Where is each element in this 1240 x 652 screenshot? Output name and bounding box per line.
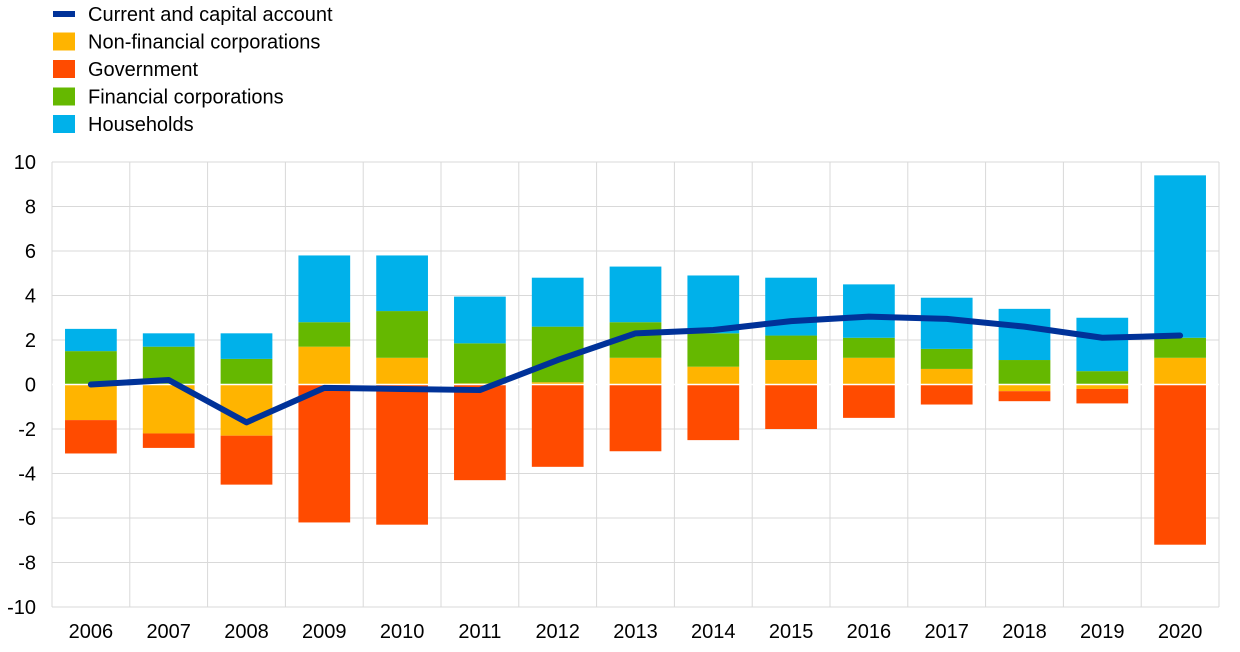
legend-label: Households xyxy=(88,114,194,136)
legend-label: Government xyxy=(88,59,198,81)
bar-government-2008 xyxy=(220,435,273,485)
bar-non-financial-corporations-2010 xyxy=(376,357,428,385)
bar-households-2013 xyxy=(609,266,662,323)
x-tick-label: 2017 xyxy=(924,621,969,643)
x-tick-label: 2006 xyxy=(69,621,114,643)
bar-households-2008 xyxy=(220,333,273,359)
bar-government-2006 xyxy=(65,420,117,454)
y-tick-label: 6 xyxy=(25,241,36,263)
bar-financial-corporations-2009 xyxy=(298,322,351,347)
bar-non-financial-corporations-2020 xyxy=(1154,357,1206,385)
bar-government-2014 xyxy=(687,384,740,441)
bar-government-2017 xyxy=(920,384,973,405)
line-current-and-capital-account xyxy=(87,313,1184,426)
bar-government-2018 xyxy=(998,391,1051,402)
bar-households-2010 xyxy=(376,255,428,312)
y-tick-label: -10 xyxy=(7,597,36,619)
x-tick-label: 2011 xyxy=(458,621,501,643)
x-tick-label: 2018 xyxy=(1002,621,1047,643)
bar-households-2018 xyxy=(998,308,1051,361)
legend: Current and capital account Non-financial… xyxy=(53,4,333,136)
bar-government-2007 xyxy=(142,433,195,448)
x-tick-label: 2015 xyxy=(769,621,814,643)
bar-government-2013 xyxy=(609,384,662,452)
bars xyxy=(52,175,1219,545)
x-tick-label: 2019 xyxy=(1080,621,1125,643)
bar-government-2009 xyxy=(298,384,351,523)
bar-non-financial-corporations-2009 xyxy=(298,346,351,385)
bar-households-2014 xyxy=(687,275,740,334)
legend-swatch xyxy=(53,87,75,106)
bar-government-2015 xyxy=(765,384,817,429)
bar-households-2015 xyxy=(765,277,817,336)
y-tick-label: 0 xyxy=(25,375,36,397)
x-tick-label: 2007 xyxy=(146,621,191,643)
bar-financial-corporations-2019 xyxy=(1076,371,1129,385)
bar-government-2016 xyxy=(843,384,895,418)
bar-financial-corporations-2011 xyxy=(454,343,506,384)
bar-non-financial-corporations-2015 xyxy=(765,360,817,385)
bar-non-financial-corporations-2013 xyxy=(609,357,662,385)
bar-financial-corporations-2014 xyxy=(687,333,740,367)
x-tick-label: 2010 xyxy=(380,621,425,643)
bar-households-2012 xyxy=(531,277,584,327)
bar-non-financial-corporations-2016 xyxy=(843,357,895,385)
legend-swatch xyxy=(53,32,75,51)
x-tick-label: 2016 xyxy=(847,621,892,643)
legend-label: Financial corporations xyxy=(88,87,284,109)
bar-government-2020 xyxy=(1154,384,1206,545)
bar-households-2019 xyxy=(1076,317,1129,372)
legend-swatch xyxy=(53,60,75,78)
bar-households-2007 xyxy=(142,333,195,347)
legend-label: Non-financial corporations xyxy=(88,32,320,54)
bar-government-2012 xyxy=(531,384,584,467)
bar-financial-corporations-2017 xyxy=(920,348,973,369)
bar-non-financial-corporations-2012 xyxy=(531,382,584,385)
bar-non-financial-corporations-2019 xyxy=(1076,384,1129,389)
y-tick-label: -6 xyxy=(18,508,36,530)
x-tick-label: 2009 xyxy=(302,621,347,643)
bar-financial-corporations-2018 xyxy=(998,360,1051,385)
y-tick-label: 2 xyxy=(25,330,36,352)
bar-households-2020 xyxy=(1154,175,1206,338)
x-tick-label: 2013 xyxy=(613,621,658,643)
bar-government-2010 xyxy=(376,384,428,525)
x-tick-label: 2020 xyxy=(1158,621,1203,643)
y-tick-label: 8 xyxy=(25,197,36,219)
bar-non-financial-corporations-2014 xyxy=(687,366,740,385)
legend-swatch-line xyxy=(53,11,75,17)
legend-swatch xyxy=(53,115,75,133)
bar-households-2011 xyxy=(454,296,506,344)
bar-financial-corporations-2008 xyxy=(220,358,273,385)
x-tick-label: 2014 xyxy=(691,621,736,643)
bar-non-financial-corporations-2018 xyxy=(998,384,1051,392)
line-series xyxy=(87,313,1184,426)
bar-non-financial-corporations-2006 xyxy=(65,384,117,421)
bar-government-2011 xyxy=(454,384,506,481)
bar-non-financial-corporations-2017 xyxy=(920,368,973,385)
bar-households-2016 xyxy=(843,284,895,338)
legend-label: Current and capital account xyxy=(88,4,333,26)
bar-households-2006 xyxy=(65,328,117,352)
bar-financial-corporations-2006 xyxy=(65,351,117,385)
x-tick-label: 2012 xyxy=(535,621,580,643)
y-tick-label: -2 xyxy=(18,419,36,441)
x-axis: 2006 2007 2008 2009 2010 2011 2012 2013 2014 2015… xyxy=(69,621,1203,643)
x-tick-label: 2008 xyxy=(224,621,269,643)
y-tick-label: 4 xyxy=(25,286,36,308)
y-tick-label: -8 xyxy=(18,553,36,575)
bar-households-2009 xyxy=(298,255,351,323)
bar-government-2019 xyxy=(1076,388,1129,404)
y-tick-label: -4 xyxy=(18,464,36,486)
bar-financial-corporations-2016 xyxy=(843,337,895,358)
y-tick-label: 10 xyxy=(14,152,36,174)
bar-financial-corporations-2010 xyxy=(376,311,428,358)
bar-financial-corporations-2020 xyxy=(1154,337,1206,358)
y-axis: 10 8 6 4 2 0 -2 -4 -6 -8 -10 xyxy=(7,152,36,619)
bar-financial-corporations-2015 xyxy=(765,335,817,361)
